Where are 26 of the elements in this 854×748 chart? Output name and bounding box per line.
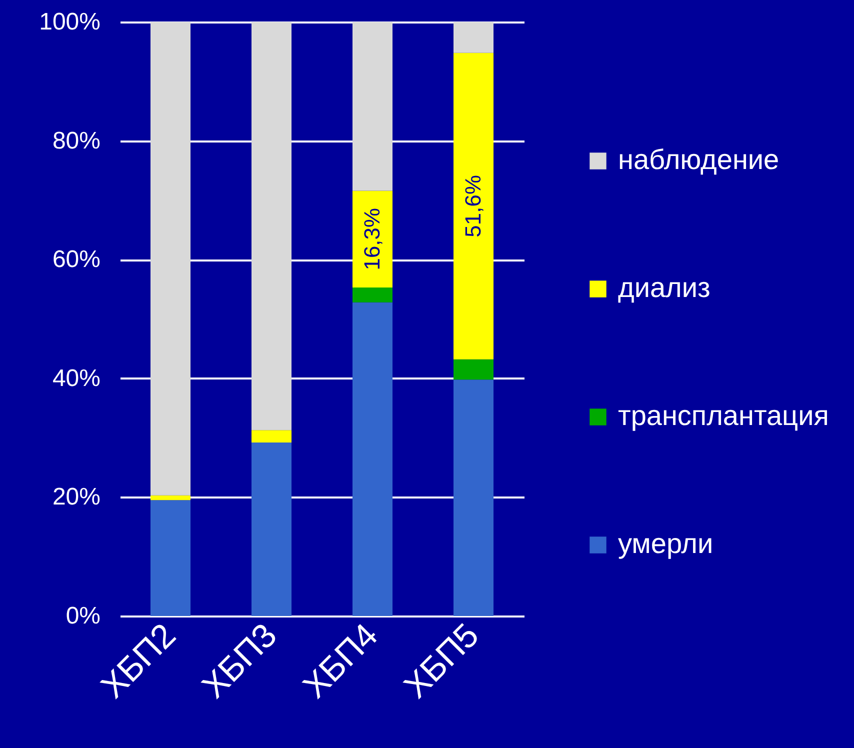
y-tick-label: 60% [52, 246, 100, 274]
data-label: 51,6% [460, 174, 486, 238]
bar [454, 359, 494, 380]
bar [352, 190, 392, 288]
bar [454, 22, 494, 53]
y-tick-label: 0% [66, 602, 100, 630]
bar [352, 302, 392, 616]
bar [150, 500, 190, 616]
bar [150, 495, 190, 500]
legend-label: диализ [618, 272, 710, 303]
bar [352, 22, 392, 191]
legend-label: умерли [618, 528, 714, 559]
legend-label: трансплантация [618, 400, 829, 431]
y-tick-label: 40% [52, 364, 100, 392]
bar [252, 430, 292, 443]
bar [454, 52, 494, 360]
bar [352, 288, 392, 302]
bar [252, 22, 292, 430]
y-tick-label: 80% [52, 127, 100, 154]
bar [454, 380, 494, 616]
bar [150, 22, 190, 496]
bar [252, 442, 292, 616]
y-tick-label: 100% [39, 8, 100, 36]
legend-label: наблюдение [618, 144, 780, 175]
data-label: 16,3% [360, 208, 384, 270]
y-tick-label: 20% [52, 484, 100, 511]
